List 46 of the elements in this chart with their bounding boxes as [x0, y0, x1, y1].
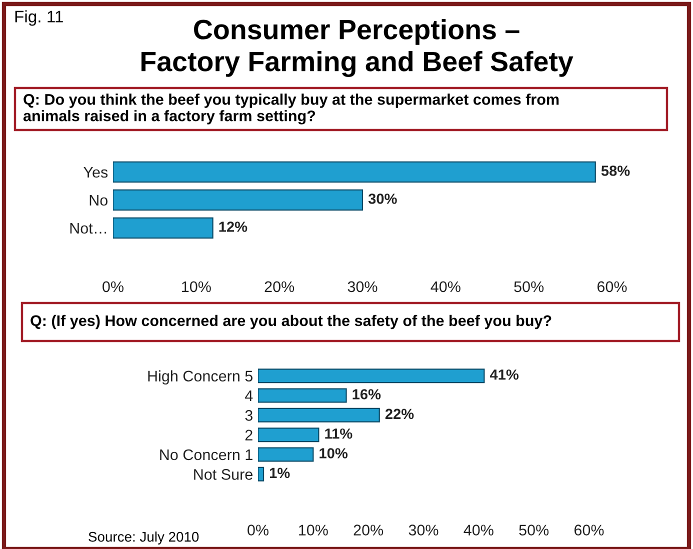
x-tick-label: 50% — [514, 281, 544, 292]
x-tick-label: 40% — [430, 281, 460, 292]
data-label: 16% — [352, 389, 381, 400]
y-tick-label: 4 — [244, 390, 253, 402]
bar — [113, 217, 214, 239]
x-tick-label: 20% — [354, 524, 384, 536]
bar — [258, 428, 320, 442]
data-label: 11% — [325, 428, 352, 439]
bar — [113, 161, 596, 183]
bar — [258, 466, 264, 482]
y-tick-label: Yes — [84, 167, 108, 178]
x-tick-label: 40% — [464, 524, 494, 536]
x-tick-label: 30% — [348, 281, 378, 292]
caption: Fig. 11 — [15, 10, 63, 26]
y-tick-label: Not… — [70, 223, 106, 234]
bar — [258, 388, 347, 403]
data-label: 22% — [385, 408, 414, 420]
x-tick-label: 60% — [597, 281, 627, 292]
y-tick-label: 2 — [245, 430, 252, 440]
y-tick-label: No Concern 1 — [160, 449, 252, 460]
data-label: 30% — [368, 194, 397, 204]
x-tick-label: 10% — [182, 281, 211, 292]
bar — [258, 408, 380, 422]
chart-subtitle: Q: (If yes) How concerned are you about the safety of the beef you buy? — [30, 314, 552, 330]
y-tick-label: Not Sure — [194, 469, 252, 480]
bar — [258, 447, 314, 462]
bar — [113, 189, 364, 211]
x-tick-label: 50% — [519, 524, 549, 536]
y-tick-label: 3 — [245, 410, 252, 421]
bar — [258, 368, 485, 384]
x-tick-label: 0% — [102, 281, 124, 292]
y-tick-label: High Concern 5 — [148, 370, 253, 385]
x-tick-label: 0% — [248, 524, 268, 536]
x-tick-label: 10% — [299, 524, 328, 536]
data-label: 41% — [490, 369, 519, 380]
data-label: 1% — [270, 468, 290, 478]
x-tick-label: 60% — [574, 524, 604, 536]
data-label: 12% — [219, 222, 248, 232]
data-label: 10% — [320, 448, 348, 458]
x-tick-label: 20% — [264, 281, 294, 292]
x-tick-label: 30% — [408, 524, 438, 536]
y-tick-label: No — [90, 195, 108, 206]
data-label: 58% — [601, 166, 630, 176]
chart-title: Consumer Perceptions – Factory Farming and Beef Safety — [141, 19, 574, 77]
source-note: Source: July 2010 — [88, 532, 199, 544]
chart-subtitle: Q: Do you think the beef you typically buy at the supermarket comes from animals raised in a factory farm setting? — [23, 94, 559, 124]
